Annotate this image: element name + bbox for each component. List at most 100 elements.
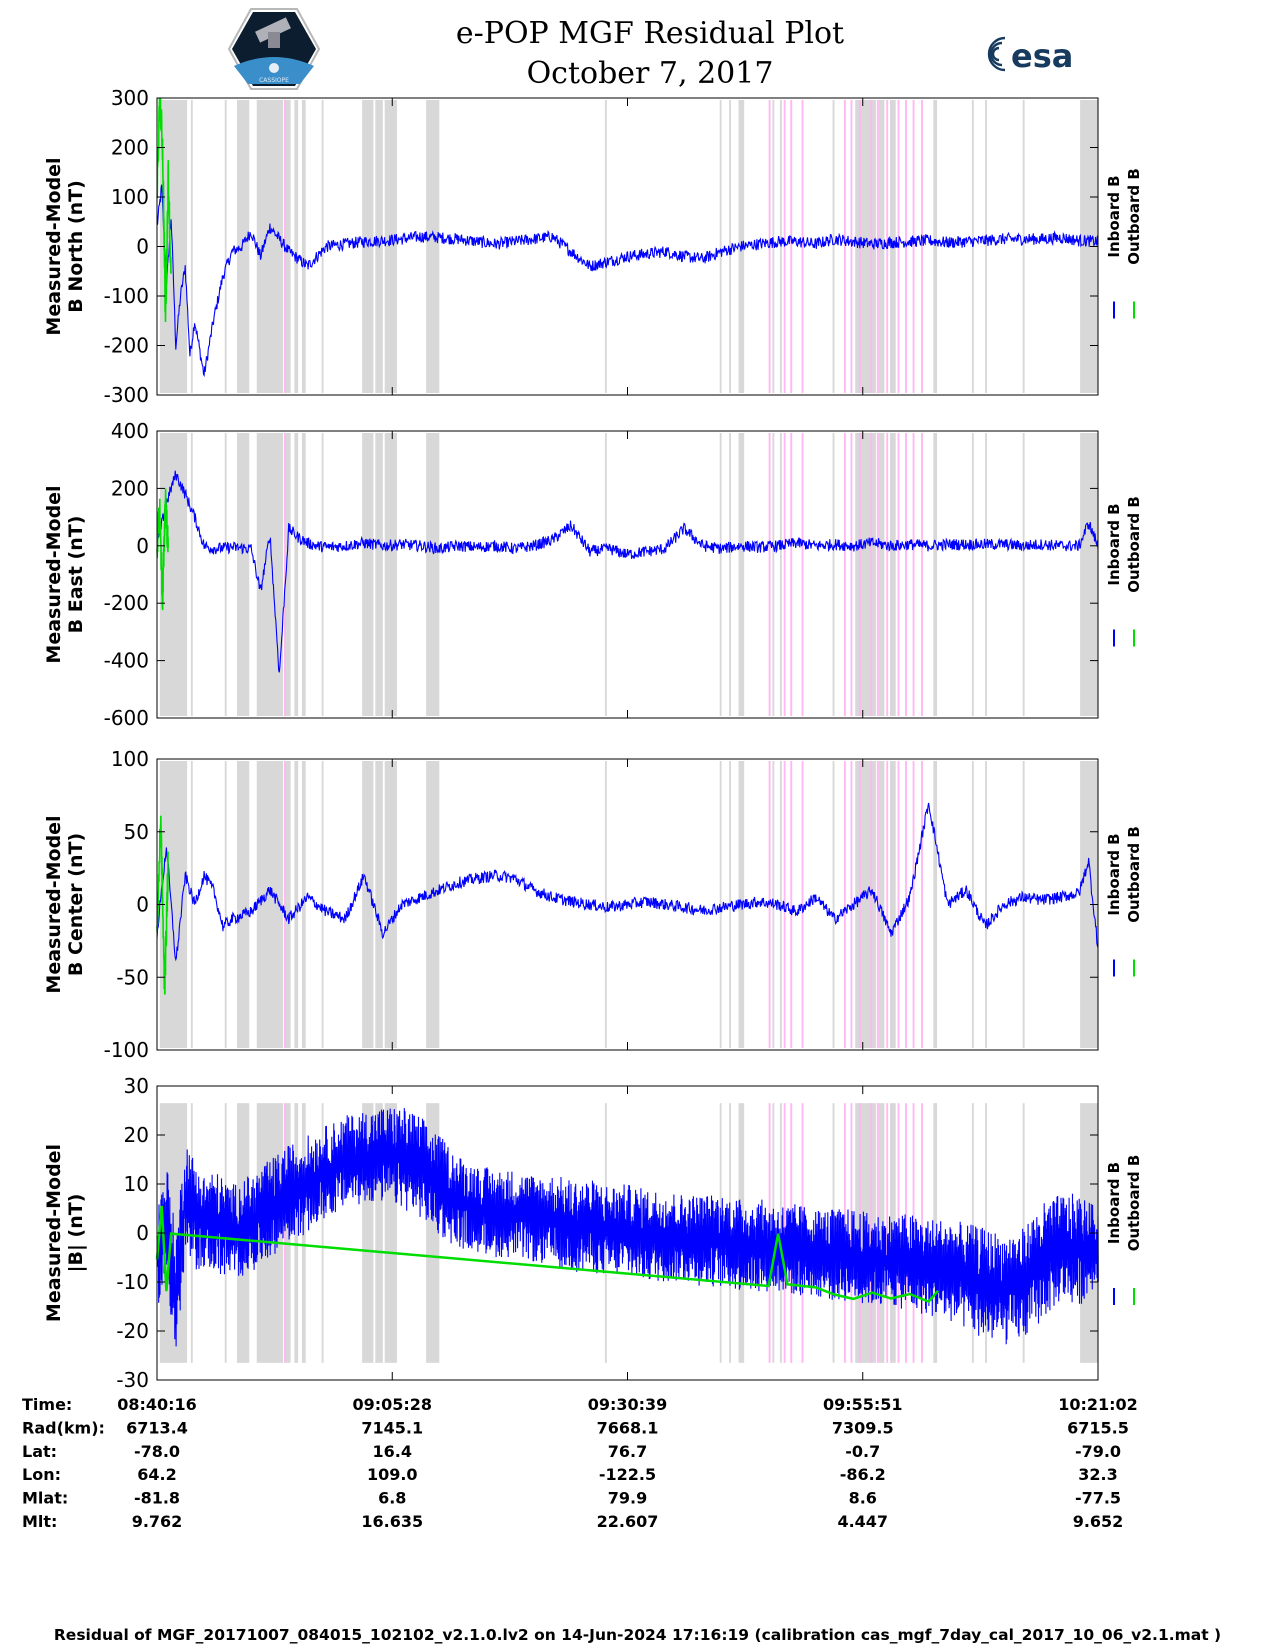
gray-data-gap-band bbox=[604, 433, 607, 716]
pink-event-band bbox=[921, 761, 923, 1048]
gray-data-gap-band bbox=[294, 761, 299, 1048]
gray-data-gap-band bbox=[224, 761, 227, 1048]
gray-data-gap-band bbox=[190, 100, 193, 393]
ephemeris-value: 4.447 bbox=[837, 1512, 888, 1531]
gray-data-gap-band bbox=[236, 761, 250, 1048]
pink-event-band bbox=[801, 433, 804, 716]
gray-data-gap-band bbox=[321, 100, 324, 393]
legend-label-outboard: Outboard B bbox=[1125, 1155, 1143, 1252]
pink-event-band bbox=[912, 433, 915, 716]
ephemeris-value: 9.652 bbox=[1073, 1512, 1124, 1531]
pink-event-band bbox=[870, 761, 873, 1048]
ephemeris-value: 09:05:28 bbox=[352, 1395, 432, 1414]
gray-data-gap-band bbox=[878, 761, 885, 1048]
legend-label-inboard: Inboard B bbox=[1105, 503, 1123, 585]
pink-event-band bbox=[843, 100, 846, 393]
legend-label-inboard: Inboard B bbox=[1105, 1162, 1123, 1244]
ephemeris-value: -79.0 bbox=[1075, 1442, 1121, 1461]
ephemeris-value: 09:30:39 bbox=[588, 1395, 668, 1414]
ephemeris-value: 9.762 bbox=[132, 1512, 183, 1531]
ephemeris-value: 76.7 bbox=[608, 1442, 647, 1461]
gray-data-gap-band bbox=[719, 761, 722, 1048]
gray-data-gap-band bbox=[772, 433, 775, 716]
gray-data-gap-band bbox=[384, 100, 397, 393]
gray-data-gap-band bbox=[190, 433, 193, 716]
ephemeris-value: 10:21:02 bbox=[1058, 1395, 1138, 1414]
y-tick-label: 20 bbox=[124, 1123, 149, 1147]
y-axis-label-line1: Measured-Model bbox=[43, 815, 65, 993]
gray-data-gap-band bbox=[971, 761, 974, 1048]
pink-event-band bbox=[912, 100, 915, 393]
legend-label-inboard: Inboard B bbox=[1105, 833, 1123, 915]
y-tick-label: 200 bbox=[111, 476, 149, 500]
y-tick-label: 200 bbox=[111, 136, 149, 160]
gray-data-gap-band bbox=[362, 433, 374, 716]
y-tick-label: 0 bbox=[136, 1221, 149, 1245]
y-axis-label: Measured-ModelB East (nT) bbox=[43, 485, 87, 663]
pink-event-band bbox=[905, 433, 907, 716]
ephemeris-value: -81.8 bbox=[134, 1489, 180, 1508]
y-tick-label: 100 bbox=[111, 747, 149, 771]
gray-data-gap-band bbox=[832, 761, 835, 1048]
gray-data-gap-band bbox=[1080, 761, 1098, 1048]
y-axis-label-line1: Measured-Model bbox=[43, 485, 65, 663]
gray-data-gap-band bbox=[362, 1103, 374, 1363]
ephemeris-row-label: Time: bbox=[22, 1395, 72, 1414]
chart-title-block: e-POP MGF Residual Plot October 7, 2017 bbox=[330, 14, 970, 94]
logo-right-text: esa bbox=[1011, 37, 1073, 75]
gray-data-gap-band bbox=[375, 761, 383, 1048]
ephemeris-value: 6715.5 bbox=[1067, 1418, 1129, 1437]
y-tick-label: 0 bbox=[136, 235, 149, 259]
ephemeris-value: 8.6 bbox=[849, 1489, 877, 1508]
y-tick-label: 300 bbox=[111, 86, 149, 110]
gray-data-gap-band bbox=[855, 761, 876, 1048]
ephemeris-value: 6713.4 bbox=[126, 1418, 188, 1437]
y-axis-label-line1: Measured-Model bbox=[43, 157, 65, 335]
y-tick-label: -10 bbox=[116, 1270, 149, 1294]
pink-event-band bbox=[843, 761, 846, 1048]
gray-data-gap-band bbox=[426, 433, 440, 716]
gray-data-gap-band bbox=[772, 100, 775, 393]
pink-event-band bbox=[801, 100, 804, 393]
gray-data-gap-band bbox=[985, 761, 987, 1048]
y-axis-label-line2: B East (nT) bbox=[65, 516, 87, 634]
y-tick-label: -200 bbox=[104, 591, 149, 615]
footer-caption: Residual of MGF_20171007_084015_102102_v… bbox=[53, 1626, 1222, 1644]
inboard-b-series bbox=[156, 802, 1099, 962]
ephemeris-row-label: Rad(km): bbox=[22, 1418, 105, 1437]
gray-data-gap-band bbox=[604, 100, 607, 393]
gray-data-gap-band bbox=[301, 1103, 306, 1363]
ephemeris-value: 09:55:51 bbox=[823, 1395, 903, 1414]
inboard-b-series bbox=[156, 1108, 1099, 1347]
gray-data-gap-band bbox=[855, 433, 876, 716]
ephemeris-value: 22.607 bbox=[597, 1512, 659, 1531]
pink-event-band bbox=[783, 433, 786, 716]
ephemeris-value: -122.5 bbox=[599, 1465, 656, 1484]
gray-data-gap-band bbox=[985, 100, 987, 393]
pink-event-band bbox=[850, 433, 853, 716]
y-axis-label-line1: Measured-Model bbox=[43, 1144, 65, 1322]
pink-event-band bbox=[790, 433, 793, 716]
pink-event-band bbox=[284, 1103, 286, 1363]
y-axis-label: Measured-ModelB Center (nT) bbox=[43, 815, 87, 993]
pink-event-band bbox=[790, 100, 793, 393]
logo-left-text: CASSIOPE bbox=[259, 77, 289, 84]
ephemeris-value: 6.8 bbox=[378, 1489, 406, 1508]
ephemeris-row-label: Mlat: bbox=[22, 1489, 68, 1508]
gray-data-gap-band bbox=[301, 761, 306, 1048]
y-tick-label: 50 bbox=[124, 820, 149, 844]
y-tick-label: -20 bbox=[116, 1319, 149, 1343]
chart-title: e-POP MGF Residual Plot bbox=[455, 16, 845, 51]
y-tick-label: 10 bbox=[124, 1172, 149, 1196]
y-axis-label-line2: |B| (nT) bbox=[65, 1194, 87, 1273]
inboard-b-series bbox=[156, 470, 1099, 673]
y-tick-label: 100 bbox=[111, 185, 149, 209]
y-tick-label: -50 bbox=[116, 965, 149, 989]
gray-data-gap-band bbox=[1022, 433, 1025, 716]
pink-event-band bbox=[921, 433, 923, 716]
y-tick-label: 30 bbox=[124, 1074, 149, 1098]
gray-data-gap-band bbox=[224, 100, 227, 393]
panel-b-north: 300 200 100 0 -100 -200 -300 Measured-ModelB No… bbox=[43, 86, 1143, 407]
gray-data-gap-band bbox=[375, 1103, 383, 1363]
